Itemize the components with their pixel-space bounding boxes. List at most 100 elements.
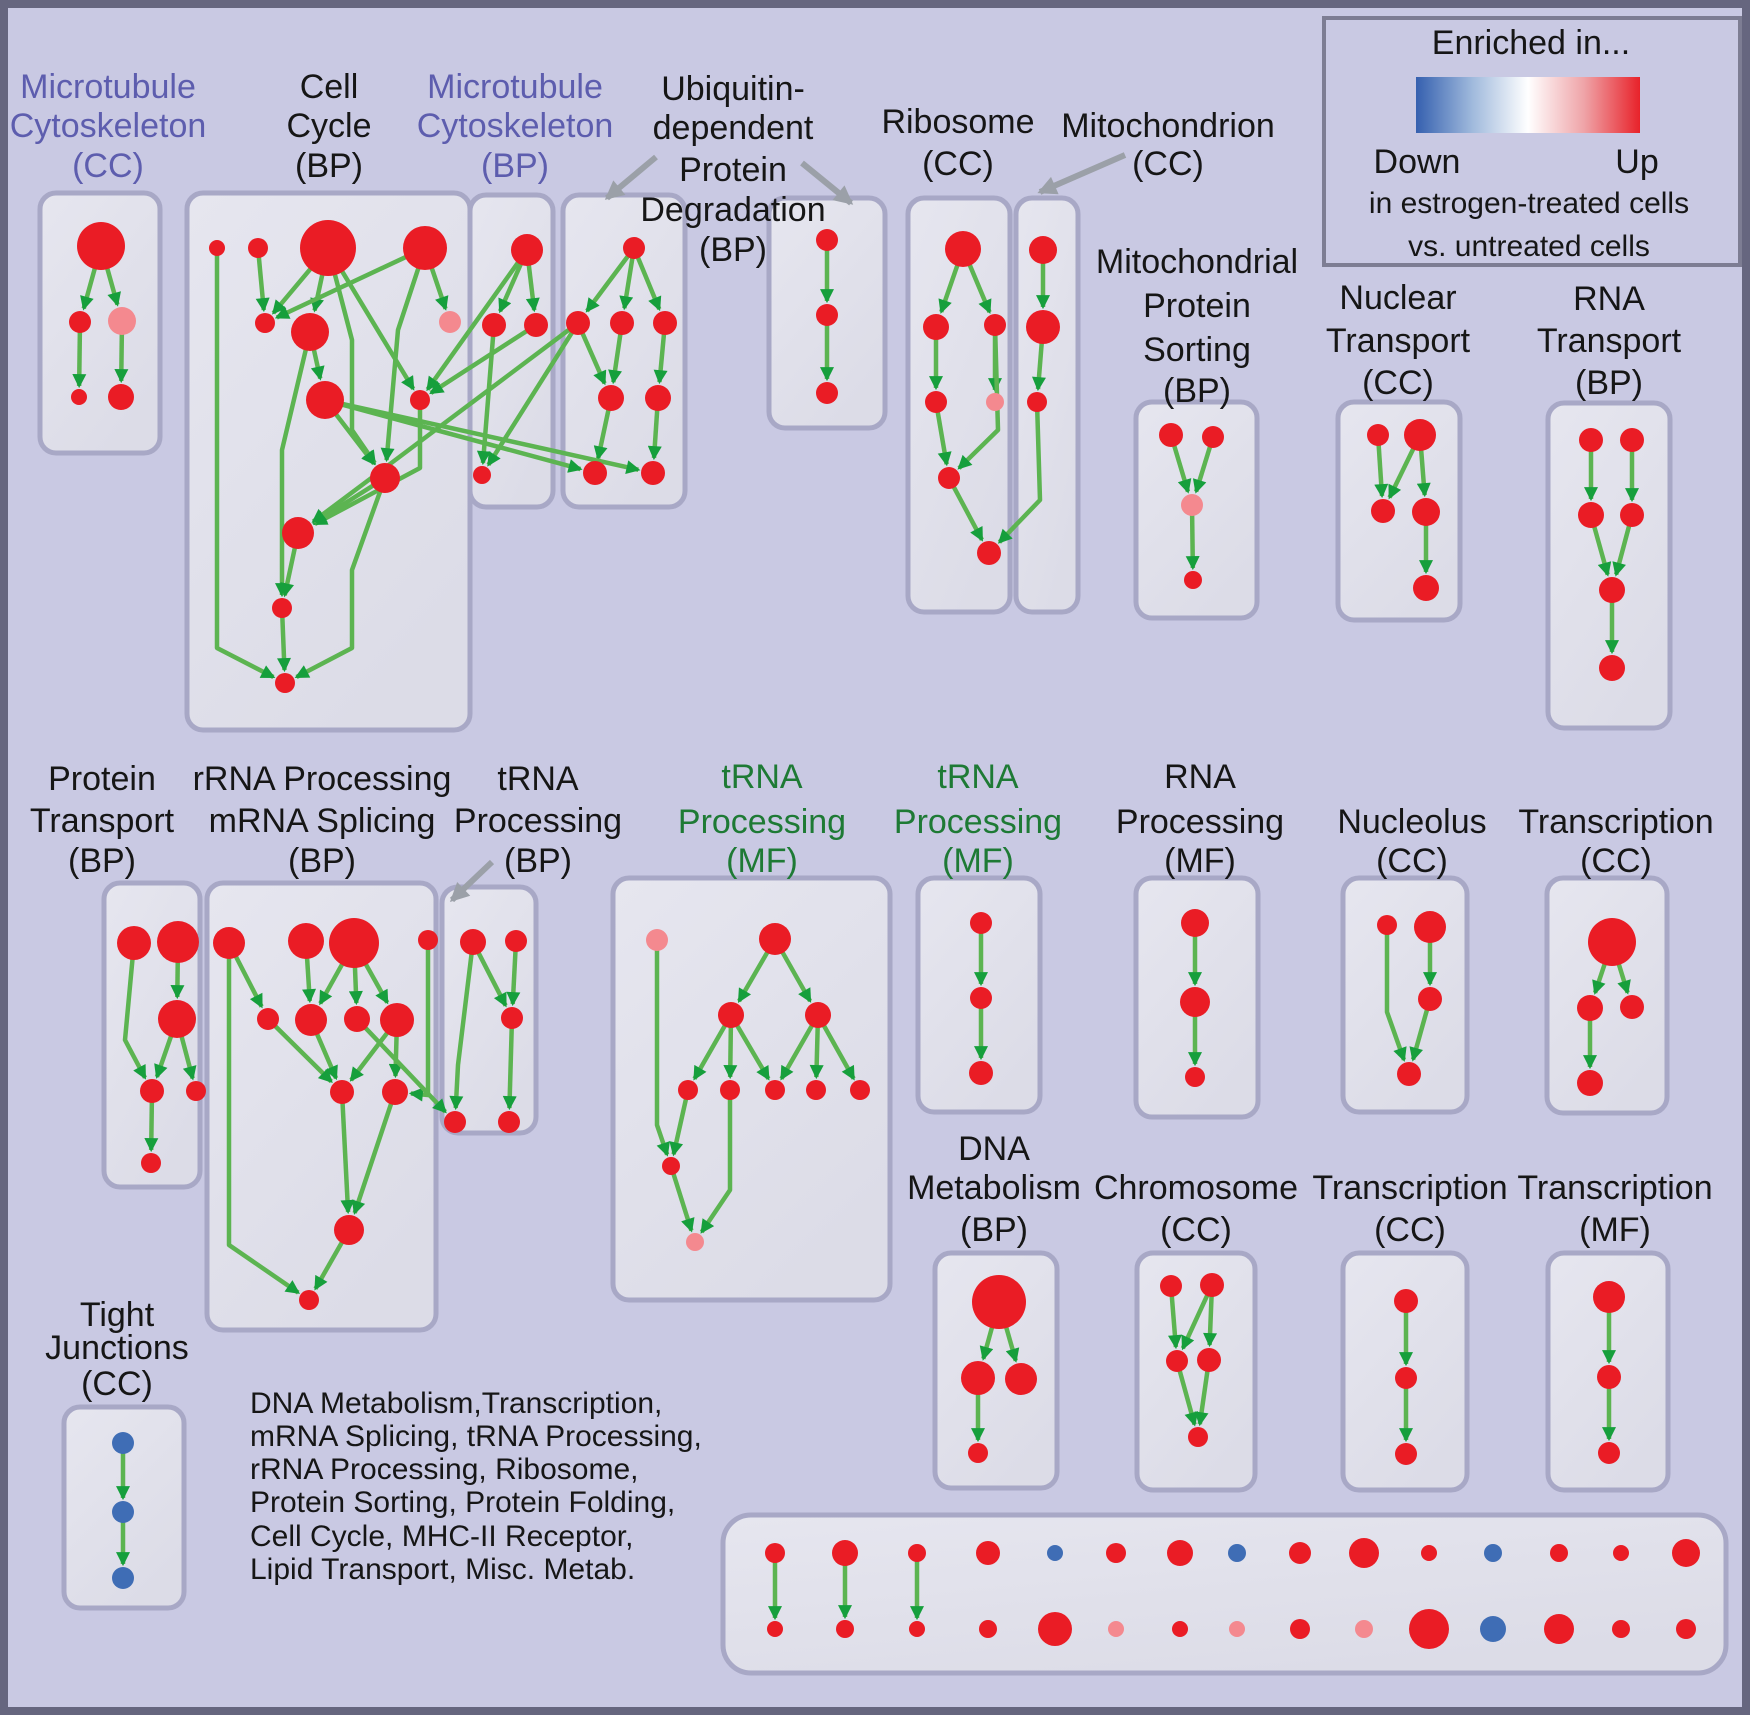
go-node-nucleolus-pn2 bbox=[1414, 911, 1446, 943]
edge-trna-processing-bp bbox=[476, 951, 508, 1008]
go-node-transcription-cc-1-tc2 bbox=[1577, 995, 1603, 1021]
go-node-trna-processing-mf-1-g5 bbox=[678, 1080, 698, 1100]
go-node-nucleolus-pn3 bbox=[1418, 987, 1442, 1011]
group-label-transcription-cc-2-line2: (CC) bbox=[1374, 1211, 1446, 1249]
go-node-dna-metabolism-d4 bbox=[968, 1443, 988, 1463]
go-node-mitochondrion-w2 bbox=[1026, 310, 1060, 344]
edge-trna-processing-mf-1 bbox=[737, 950, 770, 1003]
group-label-transcription-cc-1-line2: (CC) bbox=[1580, 842, 1652, 880]
go-node-trna-processing-bp-t3 bbox=[501, 1007, 523, 1029]
go-node-ubiquitin-degradation-a-ua bbox=[566, 311, 590, 335]
go-node-trna-processing-mf-1-g9 bbox=[850, 1080, 870, 1100]
edge-microtubule-cytoskeleton-cc bbox=[105, 267, 121, 307]
group-label-trna-processing-mf-2-line2: Processing bbox=[894, 803, 1062, 841]
go-node-ribosome-r3 bbox=[984, 314, 1006, 336]
group-label-protein-transport-line3: (BP) bbox=[68, 842, 136, 880]
go-node-microtubule-cytoskeleton-cc-a2 bbox=[69, 311, 91, 333]
go-node-microtubule-cytoskeleton-bp-m1 bbox=[511, 234, 543, 266]
group-label-protein-transport-line2: Transport bbox=[30, 802, 175, 840]
summary-node-col12-bottom bbox=[1480, 1616, 1506, 1642]
group-label-ubiquitin-degradation-a-line4: Degradation bbox=[640, 191, 825, 229]
go-node-tight-junctions-b2 bbox=[112, 1501, 134, 1523]
go-node-transcription-cc-1-tc3 bbox=[1620, 995, 1644, 1019]
summary-node-col11-top bbox=[1421, 1545, 1437, 1561]
go-node-cell-cycle-c9 bbox=[410, 390, 430, 410]
group-label-microtubule-cytoskeleton-cc-line3: (CC) bbox=[72, 147, 144, 185]
edge-chromosome bbox=[1177, 1370, 1199, 1427]
edge-cell-cycle bbox=[280, 547, 298, 598]
edge-cell-cycle bbox=[310, 349, 325, 381]
group-label-microtubule-cytoskeleton-bp-line1: Microtubule bbox=[427, 68, 603, 106]
go-node-rna-transport-i2 bbox=[1620, 428, 1644, 452]
edge-trna-processing-mf-1 bbox=[780, 950, 813, 1003]
group-box-transcription-cc-1 bbox=[1544, 875, 1670, 1116]
edge-protein-transport bbox=[154, 1035, 174, 1079]
go-node-transcription-cc-2-tt3 bbox=[1395, 1443, 1417, 1465]
edge-chromosome bbox=[1203, 1295, 1218, 1348]
go-node-rna-processing-mf-o2 bbox=[1180, 987, 1210, 1017]
group-box-chromosome bbox=[1134, 1250, 1258, 1493]
go-node-dna-metabolism-d3 bbox=[1005, 1363, 1037, 1395]
group-label-tight-junctions-line2: Junctions bbox=[45, 1329, 189, 1367]
edge-trna-processing-bp bbox=[449, 953, 474, 1111]
go-node-cell-cycle-c8 bbox=[306, 381, 344, 419]
edge-trna-processing-mf-1 bbox=[821, 1024, 856, 1081]
go-node-trna-processing-mf-1-g3 bbox=[718, 1002, 744, 1028]
edge-trna-processing-mf-1 bbox=[671, 1172, 695, 1233]
go-node-mitochondrial-protein-sorting-s3 bbox=[1181, 494, 1203, 516]
edge-cell-cycle bbox=[312, 409, 423, 527]
group-label-mitochondrion-line2: (CC) bbox=[1132, 145, 1204, 183]
group-label-nucleolus-line2: (CC) bbox=[1376, 842, 1448, 880]
go-node-cell-cycle-c5 bbox=[255, 313, 275, 333]
edge-cell-cycle bbox=[275, 348, 309, 598]
edge-microtubule-cytoskeleton-bp bbox=[525, 264, 540, 313]
group-label-rrna-processing-mrna-splicing-line2: mRNA Splicing bbox=[209, 802, 436, 840]
go-node-chromosome-ch2 bbox=[1200, 1273, 1224, 1297]
group-label-ribosome-line2: (CC) bbox=[922, 145, 994, 183]
summary-node-col3-bottom bbox=[909, 1621, 925, 1637]
go-node-ubiquitin-degradation-a-uc bbox=[653, 311, 677, 335]
go-node-tight-junctions-b1 bbox=[112, 1432, 134, 1454]
summary-node-col5-top bbox=[1047, 1545, 1063, 1561]
group-label-ubiquitin-degradation-a-line3: Protein bbox=[679, 151, 787, 189]
edge-nuclear-transport bbox=[1416, 449, 1431, 498]
group-label-tight-junctions-line3: (CC) bbox=[81, 1365, 153, 1403]
edge-rrna-processing-mrna-splicing bbox=[318, 962, 345, 1006]
go-node-microtubule-cytoskeleton-bp-m2 bbox=[482, 313, 506, 337]
go-node-dna-metabolism-d1 bbox=[972, 1275, 1026, 1329]
group-label-dna-metabolism-line1: DNA bbox=[958, 1130, 1030, 1168]
edge-cell-cycle bbox=[334, 412, 376, 466]
label-pointer-arrow-2 bbox=[800, 160, 854, 206]
go-node-trna-processing-bp-t1 bbox=[460, 929, 486, 955]
summary-node-col4-top bbox=[976, 1541, 1000, 1565]
edge-dna-metabolism bbox=[979, 1326, 995, 1361]
group-box-nuclear-transport bbox=[1335, 399, 1463, 623]
go-node-microtubule-cytoskeleton-bp-m3 bbox=[524, 313, 548, 337]
go-node-rna-transport-i6 bbox=[1599, 655, 1625, 681]
go-node-ubiquitin-degradation-b-v3 bbox=[816, 382, 838, 404]
cross-edge bbox=[341, 402, 583, 473]
group-label-mitochondrial-protein-sorting-line2: Protein bbox=[1143, 287, 1251, 325]
group-label-trna-processing-mf-2-line1: tRNA bbox=[937, 758, 1019, 796]
edge-microtubule-cytoskeleton-bp bbox=[497, 262, 524, 314]
group-label-chromosome-line1: Chromosome bbox=[1094, 1169, 1298, 1207]
cross-edge bbox=[429, 329, 528, 395]
go-node-dna-metabolism-d2 bbox=[961, 1361, 995, 1395]
go-node-trna-processing-mf-1-g6 bbox=[720, 1080, 740, 1100]
go-node-rna-transport-i1 bbox=[1579, 428, 1603, 452]
edge-dna-metabolism bbox=[1003, 1326, 1020, 1363]
summary-node-col1-top bbox=[765, 1543, 785, 1563]
go-node-mitochondrion-w3 bbox=[1027, 392, 1047, 412]
go-node-transcription-cc-1-tc4 bbox=[1577, 1070, 1603, 1096]
edge-rrna-processing-mrna-splicing bbox=[233, 955, 264, 1009]
go-node-protein-transport-p2 bbox=[157, 921, 199, 963]
group-label-nuclear-transport-line1: Nuclear bbox=[1339, 279, 1456, 317]
summary-node-col14-bottom bbox=[1612, 1620, 1630, 1638]
edge-ribosome bbox=[967, 263, 992, 315]
edge-cell-cycle bbox=[274, 254, 407, 320]
edge-rrna-processing-mrna-splicing bbox=[388, 1035, 403, 1079]
go-node-rrna-processing-mrna-splicing-q2 bbox=[288, 923, 324, 959]
legend-title: Enriched in... bbox=[1432, 24, 1630, 62]
group-label-tight-junctions-line1: Tight bbox=[80, 1296, 155, 1334]
group-label-rna-processing-mf-line1: RNA bbox=[1164, 758, 1236, 796]
